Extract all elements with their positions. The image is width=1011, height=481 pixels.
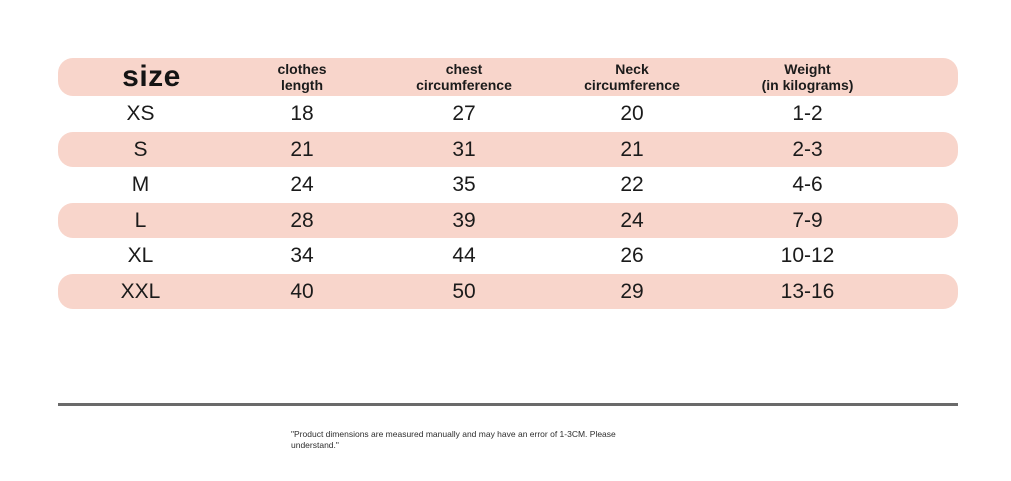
column-header-weight: Weight (in kilograms) bbox=[761, 60, 854, 93]
clothes-length-value: 24 bbox=[290, 173, 314, 197]
column-header-neck-circumference: Neck circumference bbox=[584, 60, 680, 93]
column-header-clothes-length: clothes length bbox=[277, 60, 327, 93]
size-label: XL bbox=[127, 244, 154, 268]
table-header-row: size clothes length chest circumference … bbox=[58, 58, 958, 96]
neck-circumference-value: 22 bbox=[620, 173, 644, 197]
size-chart-table: size clothes length chest circumference … bbox=[58, 58, 958, 309]
weight-value: 7-9 bbox=[792, 208, 823, 232]
neck-circumference-value: 26 bbox=[620, 244, 644, 268]
size-column-title: size bbox=[122, 60, 181, 93]
column-header-chest-circumference: chest circumference bbox=[416, 60, 512, 93]
chest-circumference-value: 27 bbox=[452, 102, 476, 126]
clothes-length-value: 34 bbox=[290, 244, 314, 268]
chest-circumference-value: 44 bbox=[452, 244, 476, 268]
measurement-disclaimer: "Product dimensions are measured manuall… bbox=[291, 429, 616, 451]
clothes-length-value: 40 bbox=[290, 279, 314, 303]
weight-value: 2-3 bbox=[792, 137, 823, 161]
clothes-length-value: 18 bbox=[290, 102, 314, 126]
table-row-m: M 24 35 22 4-6 bbox=[58, 167, 958, 203]
chest-circumference-value: 50 bbox=[452, 279, 476, 303]
size-label: XS bbox=[126, 102, 155, 126]
size-label: S bbox=[133, 137, 148, 161]
neck-circumference-value: 29 bbox=[620, 279, 644, 303]
clothes-length-value: 21 bbox=[290, 137, 314, 161]
chest-circumference-value: 31 bbox=[452, 137, 476, 161]
chest-circumference-value: 35 bbox=[452, 173, 476, 197]
weight-value: 1-2 bbox=[792, 102, 823, 126]
size-label: M bbox=[131, 173, 150, 197]
neck-circumference-value: 21 bbox=[620, 137, 644, 161]
weight-value: 4-6 bbox=[792, 173, 823, 197]
clothes-length-value: 28 bbox=[290, 208, 314, 232]
size-label: L bbox=[134, 208, 147, 232]
neck-circumference-value: 20 bbox=[620, 102, 644, 126]
table-row-xxl: XXL 40 50 29 13-16 bbox=[58, 273, 958, 309]
weight-value: 13-16 bbox=[780, 279, 835, 303]
table-row-l: L 28 39 24 7-9 bbox=[58, 202, 958, 238]
size-label: XXL bbox=[120, 279, 161, 303]
footer-divider-line bbox=[58, 403, 958, 406]
neck-circumference-value: 24 bbox=[620, 208, 644, 232]
table-row-xs: XS 18 27 20 1-2 bbox=[58, 96, 958, 132]
chest-circumference-value: 39 bbox=[452, 208, 476, 232]
weight-value: 10-12 bbox=[780, 244, 835, 268]
table-row-s: S 21 31 21 2-3 bbox=[58, 131, 958, 167]
table-row-xl: XL 34 44 26 10-12 bbox=[58, 238, 958, 274]
